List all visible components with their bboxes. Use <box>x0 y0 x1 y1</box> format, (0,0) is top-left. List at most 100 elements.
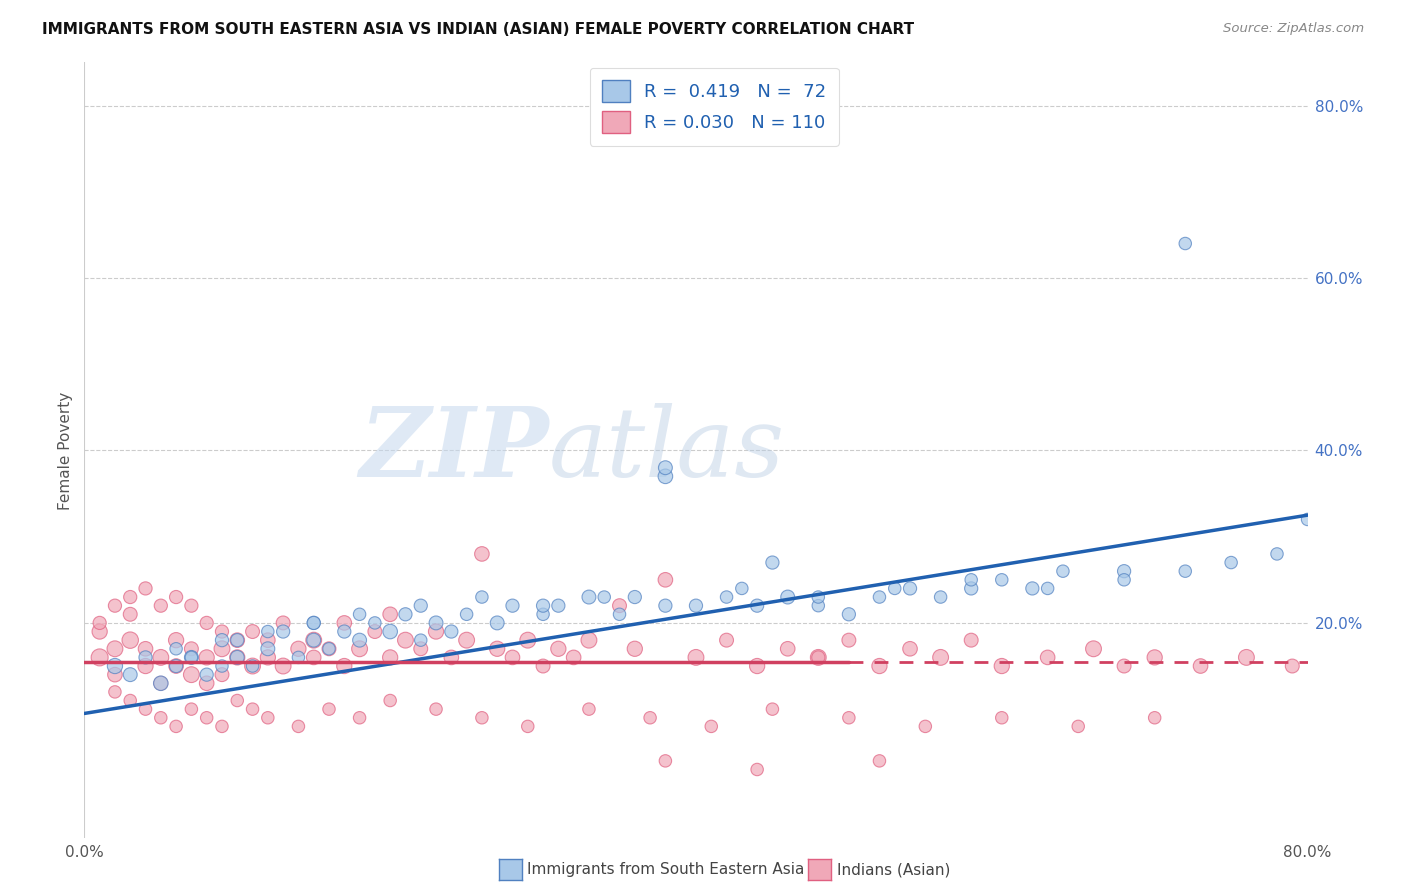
Point <box>624 590 647 604</box>
Point <box>502 650 524 665</box>
Point <box>349 633 371 648</box>
Point <box>226 633 249 648</box>
Point <box>685 599 707 613</box>
Point <box>287 641 309 656</box>
Point <box>380 693 402 707</box>
Point <box>547 599 569 613</box>
Point <box>716 633 738 648</box>
Point <box>364 615 387 630</box>
Point <box>991 573 1014 587</box>
Point <box>471 711 494 725</box>
Point <box>364 624 387 639</box>
Point <box>165 659 187 673</box>
Point <box>654 754 676 768</box>
Point <box>302 633 325 648</box>
Point <box>609 607 631 622</box>
Point <box>380 607 402 622</box>
Point <box>380 624 402 639</box>
Point <box>318 641 340 656</box>
Point <box>1114 573 1136 587</box>
Point <box>104 685 127 699</box>
Text: Source: ZipAtlas.com: Source: ZipAtlas.com <box>1223 22 1364 36</box>
Point <box>1067 719 1090 733</box>
Point <box>960 633 983 648</box>
Point <box>257 624 280 639</box>
Point <box>1143 711 1166 725</box>
Point <box>638 711 661 725</box>
Text: IMMIGRANTS FROM SOUTH EASTERN ASIA VS INDIAN (ASIAN) FEMALE POVERTY CORRELATION : IMMIGRANTS FROM SOUTH EASTERN ASIA VS IN… <box>42 22 914 37</box>
Point <box>149 650 172 665</box>
Point <box>287 650 309 665</box>
Point <box>838 711 860 725</box>
Point <box>302 633 325 648</box>
Point <box>1143 650 1166 665</box>
Point <box>425 624 447 639</box>
Point <box>149 599 172 613</box>
Point <box>654 599 676 613</box>
Point <box>747 659 769 673</box>
Point <box>135 650 157 665</box>
Point <box>761 556 783 570</box>
Point <box>104 641 127 656</box>
Point <box>1174 564 1197 578</box>
Point <box>486 615 509 630</box>
Point <box>807 599 830 613</box>
Point <box>898 582 921 596</box>
Point <box>1236 650 1258 665</box>
Point <box>195 615 218 630</box>
Point <box>409 641 432 656</box>
Point <box>271 624 294 639</box>
Point <box>165 719 187 733</box>
Point <box>226 633 249 648</box>
Point <box>180 599 202 613</box>
Point <box>89 650 111 665</box>
Point <box>578 590 600 604</box>
Point <box>1220 556 1243 570</box>
Point <box>180 650 202 665</box>
Point <box>149 676 172 690</box>
Point <box>211 659 233 673</box>
Point <box>456 607 478 622</box>
Point <box>165 590 187 604</box>
Point <box>211 641 233 656</box>
Point <box>409 633 432 648</box>
Point <box>898 641 921 656</box>
Y-axis label: Female Poverty: Female Poverty <box>58 392 73 509</box>
Point <box>149 676 172 690</box>
Point <box>89 615 111 630</box>
Point <box>302 650 325 665</box>
Point <box>838 633 860 648</box>
Point <box>654 460 676 475</box>
Point <box>180 667 202 681</box>
Point <box>211 633 233 648</box>
Point <box>135 659 157 673</box>
Point <box>578 633 600 648</box>
Point <box>165 641 187 656</box>
Point <box>1021 582 1043 596</box>
Point <box>226 650 249 665</box>
Point <box>869 754 891 768</box>
Point <box>807 650 830 665</box>
Point <box>195 711 218 725</box>
Point <box>89 624 111 639</box>
Point <box>120 633 142 648</box>
Point <box>211 667 233 681</box>
Point <box>1036 582 1059 596</box>
Point <box>1189 659 1212 673</box>
Point <box>456 633 478 648</box>
Point <box>731 582 754 596</box>
Point <box>242 624 264 639</box>
Point <box>211 719 233 733</box>
Point <box>1036 650 1059 665</box>
Point <box>654 573 676 587</box>
Text: atlas: atlas <box>550 403 786 498</box>
Point <box>333 659 356 673</box>
Point <box>486 641 509 656</box>
Point <box>180 702 202 716</box>
Point <box>654 469 676 483</box>
Point <box>104 667 127 681</box>
Point <box>226 693 249 707</box>
Point <box>929 590 952 604</box>
Point <box>120 607 142 622</box>
Point <box>394 633 416 648</box>
